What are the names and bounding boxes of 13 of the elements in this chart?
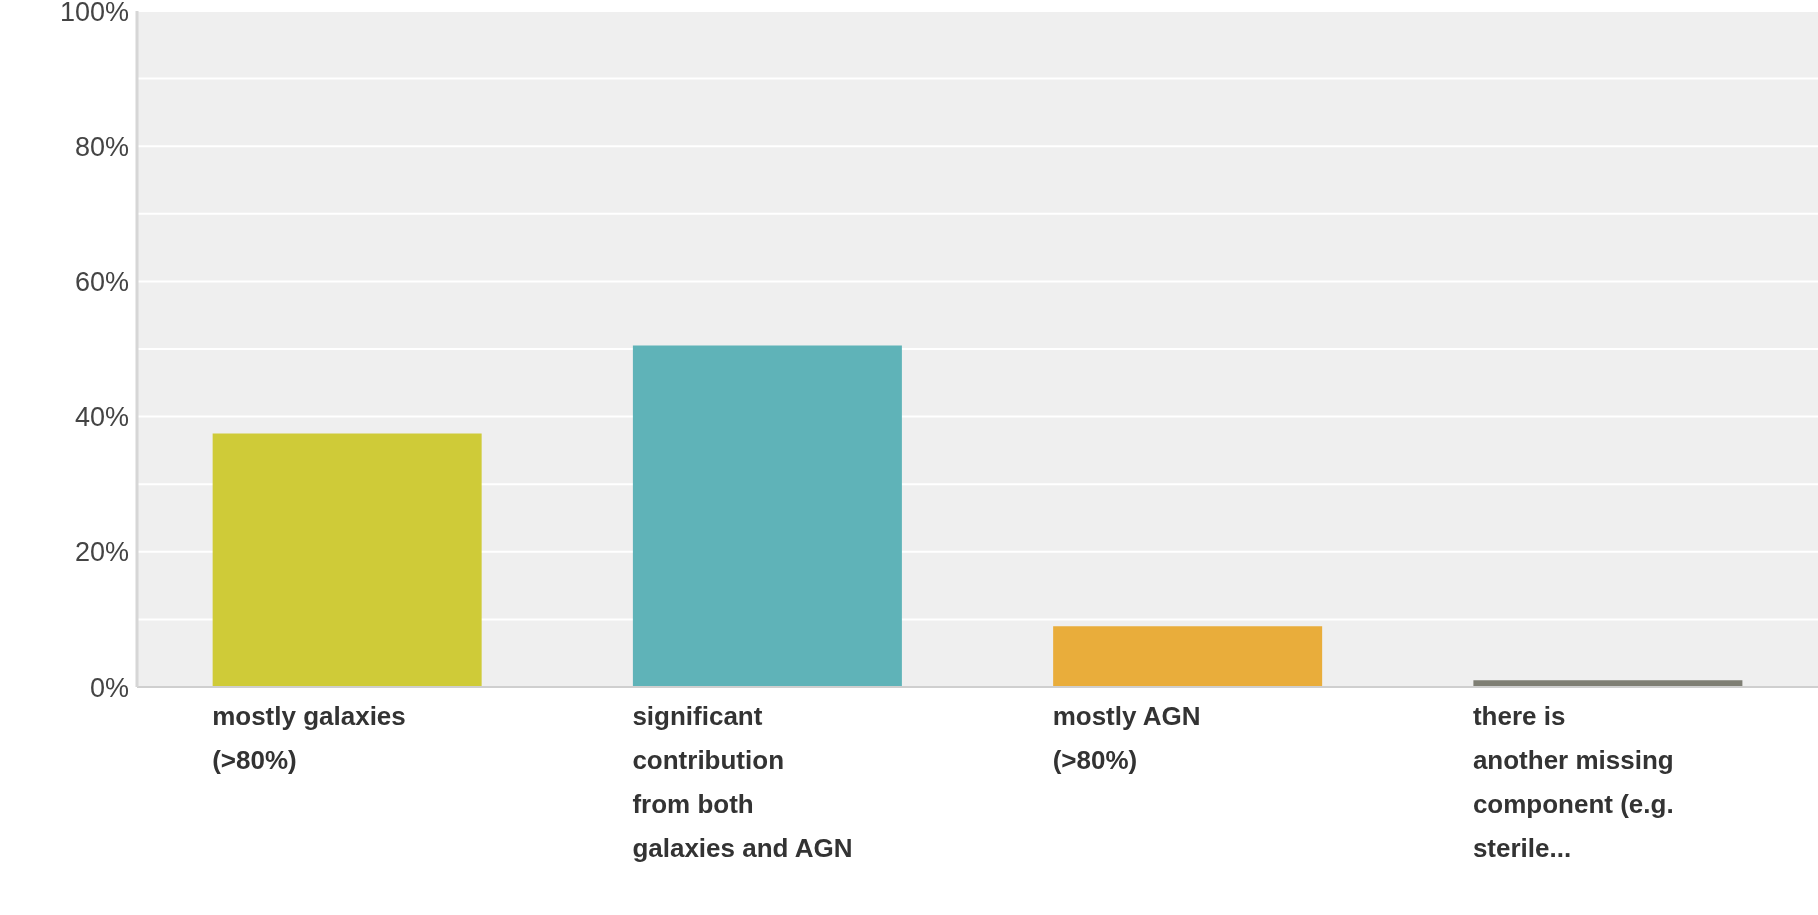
x-tick-label: there is another missing component (e.g. sterile... xyxy=(1472,701,1674,863)
y-tick-label: 60% xyxy=(74,266,129,297)
bar xyxy=(212,433,482,687)
y-tick-label: 80% xyxy=(74,131,129,162)
y-tick-label: 40% xyxy=(74,402,129,433)
y-tick-label: 100% xyxy=(59,0,129,27)
y-tick-label: 20% xyxy=(74,537,129,568)
x-tick-label: significant contribution from both galaxies and AGN xyxy=(632,701,853,863)
x-tick-label: mostly AGN (>80%) xyxy=(1052,701,1201,775)
bar xyxy=(1053,626,1323,687)
y-tick-label: 0% xyxy=(89,672,129,703)
bar xyxy=(632,345,902,687)
x-tick-label: mostly galaxies (>80%) xyxy=(212,701,406,775)
